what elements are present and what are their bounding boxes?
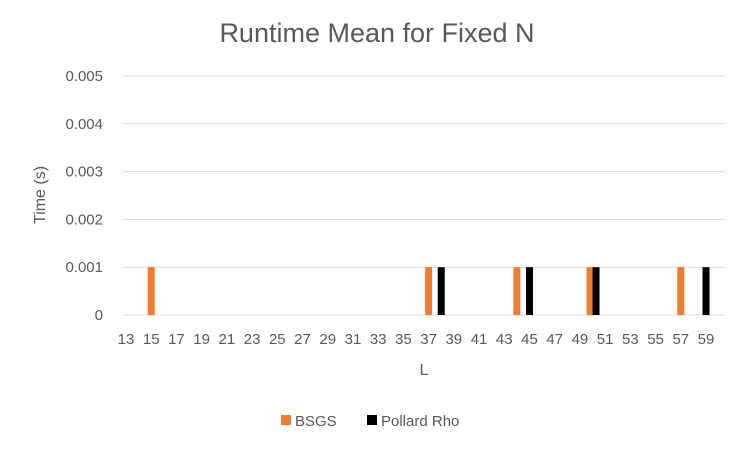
- x-tick-label: 41: [471, 331, 488, 348]
- x-tick-label: 23: [244, 331, 261, 348]
- x-axis-ticks: 13 15 17 19 21 23 25 27 29 31 33 35 37 39 41 43 45 47 49 51…: [118, 331, 715, 348]
- bar-bsgs: [513, 267, 521, 315]
- y-tick-label: 0.003: [65, 164, 103, 181]
- x-tick-label: 29: [319, 331, 336, 348]
- y-tick-label: 0.004: [65, 116, 103, 133]
- y-axis-label: Time (s): [32, 166, 49, 224]
- x-tick-label: 33: [370, 331, 387, 348]
- bars: [147, 267, 710, 315]
- x-tick-label: 27: [294, 331, 311, 348]
- y-tick-label: 0.005: [65, 68, 103, 85]
- x-tick-label: 19: [193, 331, 210, 348]
- legend-label-pollard-rho: Pollard Rho: [381, 413, 459, 430]
- x-tick-label: 35: [395, 331, 412, 348]
- x-tick-label: 31: [345, 331, 362, 348]
- bar-bsgs: [677, 267, 685, 315]
- x-tick-label: 49: [572, 331, 589, 348]
- x-tick-label: 51: [597, 331, 614, 348]
- x-tick-label: 37: [420, 331, 437, 348]
- bar-bsgs: [147, 267, 155, 315]
- x-tick-label: 17: [168, 331, 185, 348]
- x-tick-label: 25: [269, 331, 286, 348]
- x-axis-label: L: [420, 362, 429, 379]
- bar-pollard-rho: [525, 267, 533, 315]
- y-tick-label: 0.001: [65, 259, 103, 276]
- legend-swatch-pollard-rho: [367, 415, 377, 425]
- bar-pollard-rho: [437, 267, 445, 315]
- legend-label-bsgs: BSGS: [295, 413, 337, 430]
- x-tick-label: 57: [672, 331, 689, 348]
- x-tick-label: 13: [118, 331, 135, 348]
- x-tick-label: 43: [496, 331, 513, 348]
- x-tick-label: 53: [622, 331, 639, 348]
- gridlines: [123, 75, 725, 316]
- bar-pollard-rho: [702, 267, 710, 315]
- x-tick-label: 15: [143, 331, 160, 348]
- chart-title: Runtime Mean for Fixed N: [219, 18, 534, 48]
- legend-swatch-bsgs: [281, 415, 291, 425]
- bar-bsgs: [586, 267, 594, 315]
- x-tick-label: 59: [698, 331, 715, 348]
- y-tick-label: 0.002: [65, 211, 103, 228]
- bar-bsgs: [425, 267, 433, 315]
- x-tick-label: 39: [445, 331, 462, 348]
- bar-pollard-rho: [592, 267, 600, 315]
- legend: BSGS Pollard Rho: [281, 413, 459, 430]
- y-axis-ticks: 0 0.001 0.002 0.003 0.004 0.005: [65, 68, 103, 324]
- y-tick-label: 0: [95, 307, 103, 324]
- x-tick-label: 55: [647, 331, 664, 348]
- x-tick-label: 47: [546, 331, 563, 348]
- x-tick-label: 21: [219, 331, 236, 348]
- x-tick-label: 45: [521, 331, 538, 348]
